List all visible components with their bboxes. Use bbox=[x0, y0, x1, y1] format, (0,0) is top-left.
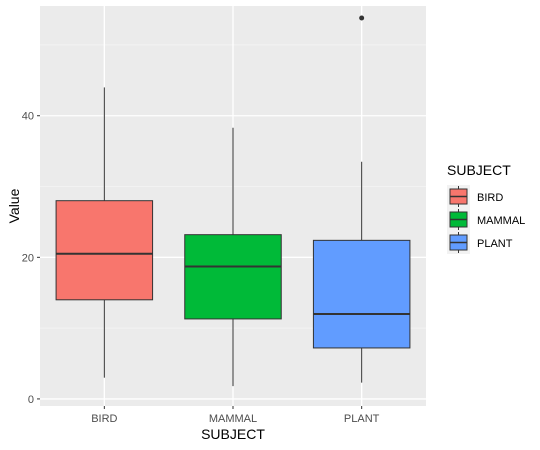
y-tick-label: 0 bbox=[28, 394, 34, 406]
legend-entry-bird: BIRD bbox=[447, 185, 503, 208]
x-tick-label: MAMMAL bbox=[209, 413, 257, 425]
legend-title: SUBJECT bbox=[447, 162, 511, 178]
x-tick-label: PLANT bbox=[344, 413, 380, 425]
y-tick-label: 20 bbox=[22, 252, 34, 264]
legend-label: MAMMAL bbox=[477, 215, 525, 227]
y-tick-label: 40 bbox=[22, 111, 34, 123]
boxes bbox=[55, 15, 411, 387]
legend-entry-mammal: MAMMAL bbox=[447, 208, 525, 231]
x-axis-title: SUBJECT bbox=[201, 426, 265, 442]
outlier-point bbox=[359, 15, 365, 21]
axes: 0 20 40 BIRD MAMMAL PLANT bbox=[22, 111, 380, 425]
legend: SUBJECT BIRD MAMMAL PLANT bbox=[447, 162, 525, 254]
box-iqr bbox=[55, 200, 154, 301]
y-axis-title: Value bbox=[6, 188, 22, 223]
box-plant bbox=[312, 15, 411, 383]
x-tick-label: BIRD bbox=[91, 413, 117, 425]
legend-entry-plant: PLANT bbox=[447, 231, 513, 254]
box-bird bbox=[55, 87, 154, 378]
box-iqr bbox=[184, 234, 282, 320]
box-iqr bbox=[312, 239, 411, 349]
legend-label: PLANT bbox=[477, 238, 513, 250]
legend-label: BIRD bbox=[477, 192, 503, 204]
box-mammal bbox=[184, 127, 282, 387]
legend-keys: BIRD MAMMAL PLANT bbox=[447, 185, 525, 254]
